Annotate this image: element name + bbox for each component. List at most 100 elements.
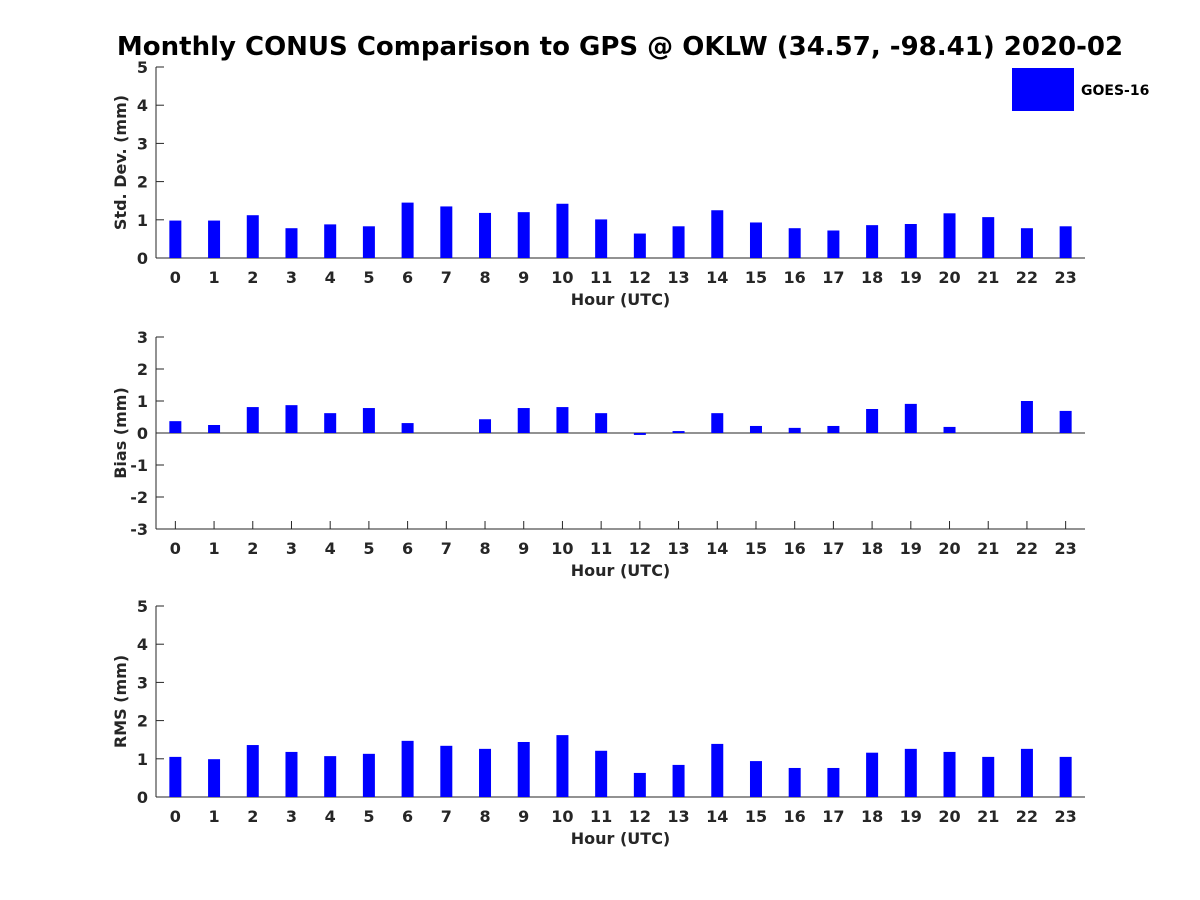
bar-hour-13 <box>672 431 685 433</box>
x-tick-label: 12 <box>629 539 651 558</box>
bar-hour-20 <box>943 751 956 797</box>
bar-hour-15 <box>749 425 762 433</box>
x-tick-label: 11 <box>590 539 612 558</box>
x-tick-label: 17 <box>822 539 844 558</box>
bar-hour-19 <box>904 224 917 258</box>
x-tick-label: 9 <box>518 268 529 287</box>
x-tick-label: 1 <box>208 539 219 558</box>
bar-hour-9 <box>517 212 530 258</box>
x-tick-label: 7 <box>441 539 452 558</box>
y-tick-label: 5 <box>137 597 148 616</box>
x-tick-label: 6 <box>402 539 413 558</box>
bar-hour-12 <box>633 772 646 797</box>
bar-hour-15 <box>749 761 762 797</box>
bar-hour-17 <box>827 230 840 258</box>
bar-hour-6 <box>401 202 414 258</box>
bar-hour-13 <box>672 764 685 797</box>
bar-hour-20 <box>943 426 956 433</box>
y-tick-label: 4 <box>137 635 148 654</box>
x-tick-label: 11 <box>590 268 612 287</box>
bar-hour-6 <box>401 740 414 797</box>
bar-hour-19 <box>904 403 917 433</box>
legend: GOES-16 <box>1012 68 1149 111</box>
x-tick-label: 20 <box>938 268 960 287</box>
legend-label-goes-16: GOES-16 <box>1081 83 1149 99</box>
x-tick-label: 18 <box>861 807 883 826</box>
bar-hour-5 <box>362 226 375 258</box>
x-tick-label: 8 <box>479 807 490 826</box>
bar-hour-22 <box>1020 228 1033 258</box>
x-tick-label: 0 <box>170 268 181 287</box>
bar-hour-0 <box>169 756 182 797</box>
x-tick-label: 13 <box>667 807 689 826</box>
bar-hour-3 <box>285 405 298 433</box>
x-tick-label: 10 <box>551 807 573 826</box>
y-tick-label: 5 <box>137 58 148 77</box>
x-tick-label: 19 <box>900 268 922 287</box>
x-tick-label: 15 <box>745 807 767 826</box>
x-tick-label: 18 <box>861 268 883 287</box>
bar-hour-10 <box>556 735 569 797</box>
y-axis-label: RMS (mm) <box>111 655 130 748</box>
bar-hour-16 <box>788 427 801 433</box>
x-axis-label: Hour (UTC) <box>571 290 671 309</box>
bar-hour-12 <box>633 433 646 435</box>
x-tick-label: 13 <box>667 268 689 287</box>
x-tick-label: 2 <box>247 268 258 287</box>
x-tick-label: 8 <box>479 539 490 558</box>
y-tick-label: 2 <box>137 712 148 731</box>
bar-hour-14 <box>711 210 724 258</box>
x-tick-label: 21 <box>977 268 999 287</box>
x-tick-label: 21 <box>977 539 999 558</box>
bar-hour-23 <box>1059 756 1072 797</box>
x-tick-label: 14 <box>706 268 728 287</box>
x-tick-label: 23 <box>1055 807 1077 826</box>
x-tick-label: 14 <box>706 807 728 826</box>
x-tick-label: 5 <box>363 807 374 826</box>
bar-hour-10 <box>556 407 569 433</box>
x-tick-label: 4 <box>325 807 336 826</box>
bar-hour-22 <box>1020 748 1033 797</box>
y-tick-label: 2 <box>137 173 148 192</box>
x-tick-label: 1 <box>208 268 219 287</box>
x-tick-label: 16 <box>784 807 806 826</box>
x-tick-label: 3 <box>286 807 297 826</box>
x-tick-label: 0 <box>170 807 181 826</box>
x-tick-label: 23 <box>1055 539 1077 558</box>
bar-hour-14 <box>711 413 724 433</box>
bar-hour-2 <box>246 745 259 797</box>
x-tick-label: 22 <box>1016 268 1038 287</box>
x-tick-label: 3 <box>286 268 297 287</box>
x-tick-label: 23 <box>1055 268 1077 287</box>
bar-hour-18 <box>866 225 879 258</box>
bar-hour-17 <box>827 425 840 433</box>
bar-hour-23 <box>1059 226 1072 258</box>
x-tick-label: 14 <box>706 539 728 558</box>
x-tick-label: 17 <box>822 807 844 826</box>
bar-hour-11 <box>595 413 608 433</box>
bar-hour-18 <box>866 409 879 433</box>
bar-hour-7 <box>440 206 453 258</box>
bar-hour-5 <box>362 753 375 797</box>
x-tick-label: 9 <box>518 539 529 558</box>
x-tick-label: 4 <box>325 268 336 287</box>
x-tick-label: 19 <box>900 807 922 826</box>
x-tick-label: 13 <box>667 539 689 558</box>
bar-hour-15 <box>749 222 762 258</box>
bar-hour-1 <box>208 759 221 797</box>
x-tick-label: 2 <box>247 807 258 826</box>
x-tick-label: 9 <box>518 807 529 826</box>
bar-hour-22 <box>1020 401 1033 433</box>
bar-hour-2 <box>246 215 259 258</box>
x-tick-label: 3 <box>286 539 297 558</box>
x-axis-label: Hour (UTC) <box>571 561 671 580</box>
x-tick-label: 5 <box>363 268 374 287</box>
bar-hour-4 <box>324 413 337 433</box>
x-tick-label: 15 <box>745 539 767 558</box>
bar-hour-4 <box>324 224 337 258</box>
x-tick-label: 12 <box>629 268 651 287</box>
